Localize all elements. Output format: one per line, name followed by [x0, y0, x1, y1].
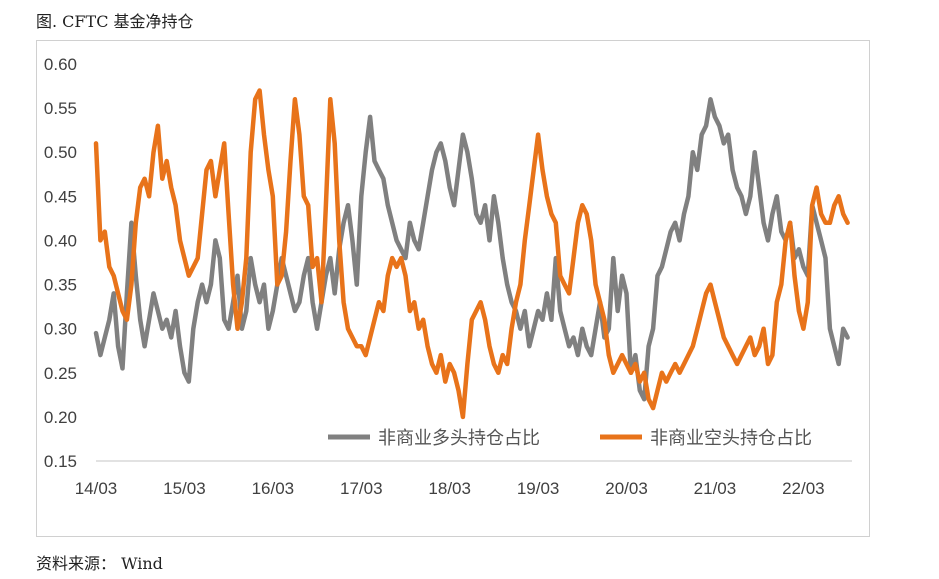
figure-title: 图. CFTC 基金净持仓: [36, 12, 194, 31]
y-tick-label: 0.35: [44, 276, 77, 295]
y-tick-label: 0.25: [44, 364, 77, 383]
x-tick-label: 20/03: [605, 479, 648, 498]
x-tick-label: 17/03: [340, 479, 383, 498]
y-axis: 0.15 0.20 0.25 0.30 0.35 0.40 0.45 0.50 0.55 0.60: [44, 55, 77, 471]
source-note: 资料来源： Wind: [36, 554, 163, 573]
y-tick-label: 0.50: [44, 143, 77, 162]
series-line-long: [93, 97, 850, 402]
legend-label: 非商业多头持仓占比: [378, 428, 540, 449]
y-tick-label: 0.30: [44, 320, 77, 339]
x-tick-label: 22/03: [782, 479, 825, 498]
y-tick-label: 0.40: [44, 231, 77, 250]
x-tick-label: 21/03: [694, 479, 737, 498]
x-tick-label: 19/03: [517, 479, 560, 498]
x-tick-label: 16/03: [252, 479, 295, 498]
x-tick-label: 14/03: [75, 479, 118, 498]
chart-frame: [36, 40, 870, 537]
y-tick-label: 0.20: [44, 408, 77, 427]
legend: 非商业多头持仓占比 非商业空头持仓占比: [328, 428, 812, 449]
series-line-short: [93, 88, 850, 420]
x-axis: 14/03 15/03 16/03 17/03 18/03 19/03 20/03 21/03…: [75, 460, 852, 498]
x-tick-label: 18/03: [428, 479, 471, 498]
x-tick-label: 15/03: [163, 479, 206, 498]
y-tick-label: 0.15: [44, 452, 77, 471]
y-tick-label: 0.55: [44, 99, 77, 118]
y-tick-label: 0.60: [44, 55, 77, 74]
series-layer: [93, 88, 850, 420]
y-tick-label: 0.45: [44, 187, 77, 206]
legend-label: 非商业空头持仓占比: [650, 428, 812, 449]
